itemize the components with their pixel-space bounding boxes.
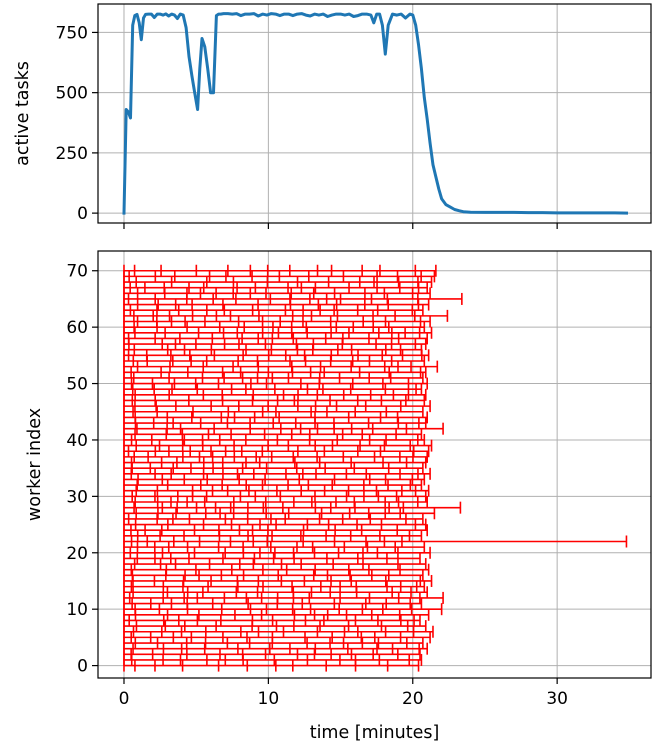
worker-timeline-chart: 0 10 20 30 0 10 20 30 40 50 60 70 worker index time… [25,250,652,743]
active-tasks-y-tick-label: 750 [56,23,88,43]
active-tasks-frame [97,3,652,224]
worker-timeline-bars [123,264,628,672]
worker-timeline-ticks: 0 10 20 30 0 10 20 30 40 50 60 70 [66,262,568,709]
worker-timeline-x-tick-label: 10 [258,689,280,709]
worker-timeline-y-tick-label: 20 [66,544,88,564]
active-tasks-y-tick-label: 250 [56,144,88,164]
active-tasks-y-tick-label: 500 [56,84,88,104]
worker-timeline-y-tick-label: 0 [77,657,88,677]
worker-timeline-x-tick-label: 20 [402,689,424,709]
worker-timeline-plot-area [98,251,651,678]
active-tasks-grid [98,4,651,223]
active-tasks-y-axis-label: active tasks [13,61,33,166]
worker-timeline-y-tick-label: 70 [66,262,88,282]
worker-timeline-y-tick-label: 50 [66,375,88,395]
worker-timeline-y-tick-label: 40 [66,431,88,451]
active-tasks-chart: 0 250 500 750 active tasks [13,3,652,229]
worker-timeline-y-axis-label: worker index [25,408,45,521]
active-tasks-series-line [122,12,629,215]
active-tasks-y-tick-label: 0 [77,204,88,224]
worker-timeline-y-tick-label: 30 [66,487,88,507]
worker-timeline-x-axis-label: time [minutes] [310,723,440,743]
worker-timeline-y-tick-label: 60 [66,318,88,338]
worker-timeline-x-tick-label: 30 [546,689,568,709]
active-tasks-plot-area [98,4,651,223]
worker-timeline-x-tick-label: 0 [119,689,130,709]
worker-timeline-frame [97,250,652,679]
active-tasks-ticks: 0 250 500 750 [56,23,558,229]
worker-timeline-y-tick-label: 10 [66,600,88,620]
